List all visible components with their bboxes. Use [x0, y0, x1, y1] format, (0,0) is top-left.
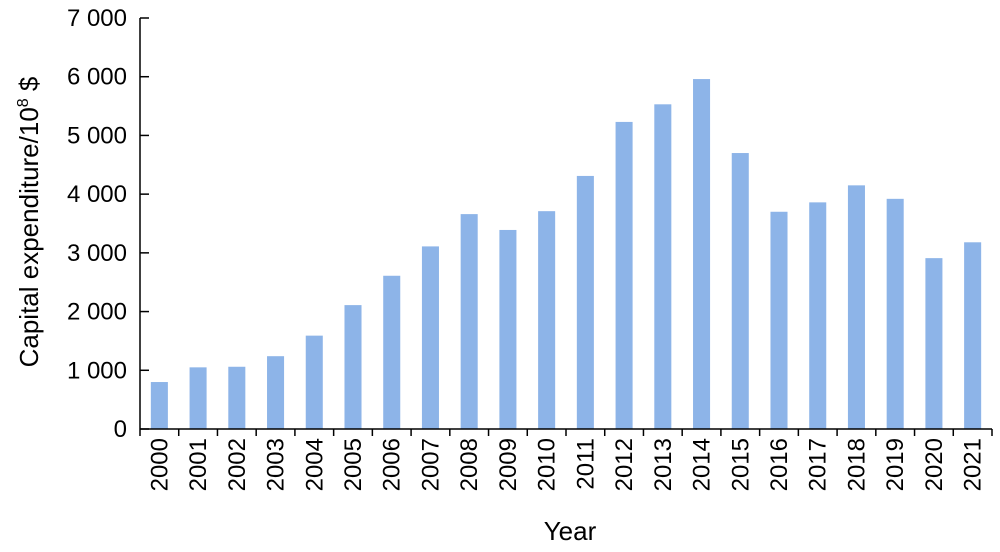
y-tick-label: 4 000	[67, 181, 127, 208]
x-tick-label: 2014	[689, 438, 716, 491]
x-tick-label: 2017	[805, 438, 832, 491]
bar-2009	[499, 229, 517, 429]
x-axis: 2000 2001 2002 2003 2004 2005 2006 2007 2008 2009…	[139, 428, 993, 491]
bar-2015	[731, 153, 749, 430]
x-tick-label: 2008	[456, 438, 483, 491]
bar-2003	[267, 356, 285, 429]
y-axis: 0 1 000 2 000 3 000 4 000 5 000 6 000 7 000	[67, 5, 149, 443]
x-tick-label: 2009	[495, 438, 522, 491]
x-tick-label: 2019	[882, 438, 909, 491]
bar-2014	[693, 79, 711, 429]
y-tick-label: 0	[114, 416, 127, 443]
bar-2007	[421, 246, 439, 429]
bar-2021	[964, 242, 982, 429]
bar-2001	[189, 367, 207, 429]
y-tick-label: 1 000	[67, 357, 127, 384]
y-tick-label: 3 000	[67, 240, 127, 267]
x-tick-label: 2016	[766, 438, 793, 491]
x-tick-label: 2011	[572, 438, 599, 490]
bars-group	[150, 79, 982, 430]
x-tick-label: 2013	[650, 438, 677, 491]
bar-2006	[383, 275, 401, 429]
bar-2004	[305, 335, 323, 429]
x-tick-label: 2012	[611, 438, 638, 491]
bar-2000	[150, 382, 168, 429]
bar-2005	[344, 305, 362, 429]
x-tick-label: 2000	[146, 438, 173, 491]
bar-2020	[925, 258, 943, 429]
x-tick-label: 2018	[843, 438, 870, 491]
bar-2018	[847, 185, 865, 429]
x-tick-label: 2005	[340, 438, 367, 491]
y-tick-label: 2 000	[67, 299, 127, 326]
x-tick-label: 2004	[301, 438, 328, 491]
y-tick-label: 5 000	[67, 122, 127, 149]
x-tick-label: 2007	[417, 438, 444, 491]
x-tick-label: 2015	[727, 438, 754, 491]
x-tick-label: 2010	[534, 438, 561, 491]
x-axis-title: Year	[544, 516, 597, 546]
x-tick-label: 2006	[379, 438, 406, 491]
y-axis-title: Capital expenditure/108 $	[14, 76, 44, 367]
x-tick-label: 2020	[921, 438, 948, 491]
x-tick-label: 2001	[185, 438, 212, 491]
bar-2008	[460, 214, 478, 429]
bar-2016	[770, 211, 788, 429]
bar-2013	[654, 104, 672, 429]
bar-2011	[576, 175, 594, 429]
y-tick-label: 7 000	[67, 5, 127, 32]
y-tick-label: 6 000	[67, 64, 127, 91]
bar-2010	[538, 211, 556, 429]
bar-2019	[886, 198, 904, 429]
x-tick-label: 2002	[224, 438, 251, 491]
bar-2012	[615, 121, 633, 430]
x-tick-label: 2003	[263, 438, 290, 491]
x-tick-label: 2021	[960, 438, 987, 491]
bar-2002	[228, 366, 246, 429]
bar-2017	[809, 202, 827, 429]
